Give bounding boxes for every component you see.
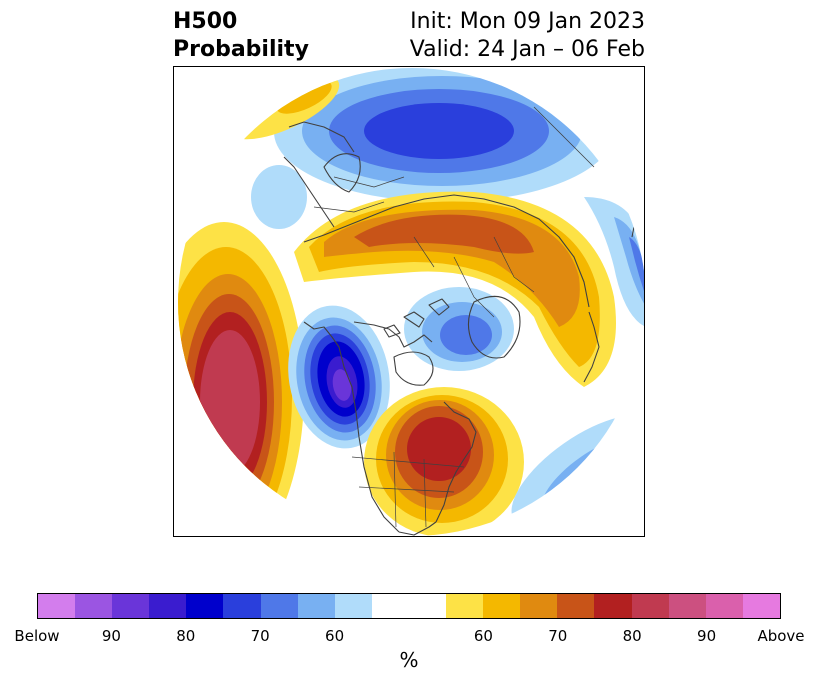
colorbar-swatch [742, 594, 780, 618]
colorbar-unit: % [399, 648, 419, 672]
colorbar-swatch [186, 594, 224, 618]
colorbar-swatch [446, 594, 484, 618]
colorbar-swatch [112, 594, 150, 618]
colorbar-swatch [297, 594, 335, 618]
colorbar-swatch [557, 594, 595, 618]
map-canvas [178, 68, 644, 536]
colorbar-swatch [260, 594, 298, 618]
colorbar-swatch [75, 594, 113, 618]
colorbar-tick-label: 90 [697, 627, 717, 645]
colorbar-tick-label: 70 [250, 627, 270, 645]
probability-map [173, 66, 645, 537]
init-date: Init: Mon 09 Jan 2023 [410, 9, 645, 34]
product-title: Probability [173, 37, 309, 62]
colorbar-tick-label: 90 [101, 627, 121, 645]
colorbar-tick-label: 80 [176, 627, 196, 645]
colorbar-tick-label: 70 [548, 627, 568, 645]
valid-range: Valid: 24 Jan – 06 Feb [409, 37, 645, 62]
anomaly-west-na-below [288, 305, 390, 449]
anomaly-arctic-above [294, 191, 616, 387]
colorbar-swatch [594, 594, 632, 618]
colorbar-swatch [520, 594, 558, 618]
colorbar-swatch [408, 594, 447, 618]
colorbar-swatch [631, 594, 669, 618]
colorbar-swatch [668, 594, 706, 618]
colorbar-tick-label: Below [14, 627, 60, 645]
colorbar-tick-label: 80 [622, 627, 642, 645]
colorbar-swatch [705, 594, 743, 618]
colorbar-swatch [223, 594, 261, 618]
colorbar-swatch [149, 594, 187, 618]
title-left: H500 Probability [173, 8, 309, 64]
colorbar-swatch [334, 594, 372, 618]
colorbar [37, 593, 781, 619]
coastlines [283, 96, 637, 536]
colorbar-swatch [371, 594, 409, 618]
title-right: Init: Mon 09 Jan 2023 Valid: 24 Jan – 06… [410, 8, 645, 64]
colorbar-swatch [483, 594, 521, 618]
colorbar-swatch [38, 594, 76, 618]
colorbar-tick-label: 60 [325, 627, 345, 645]
anomaly-east-us-above [364, 387, 524, 536]
variable-title: H500 [173, 9, 238, 34]
colorbar-tick-label: 60 [473, 627, 493, 645]
colorbar-tick-label: Above [757, 627, 805, 645]
